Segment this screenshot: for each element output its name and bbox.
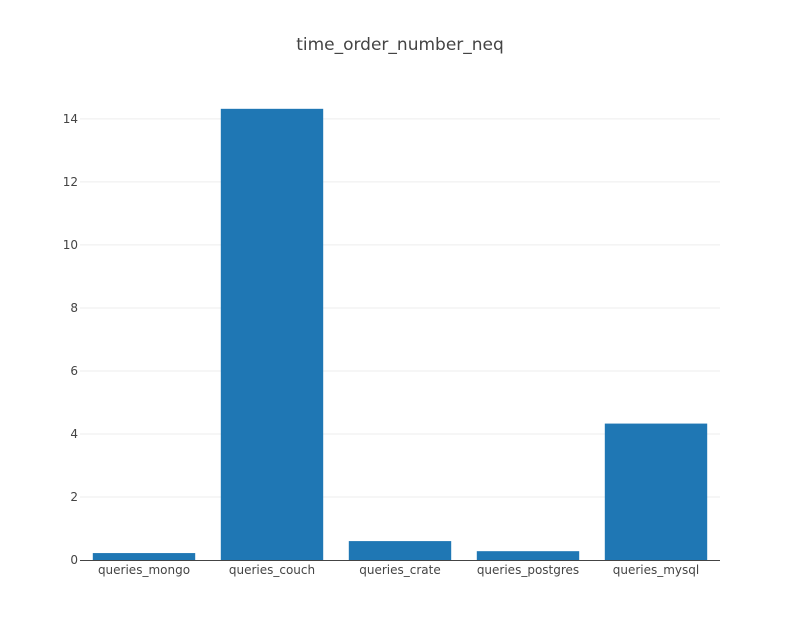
gridlines: [80, 118, 720, 498]
bar-queries_couch[interactable]: [220, 108, 324, 561]
x-axis-ticks: queries_mongo queries_couch queries_crate q…: [98, 563, 699, 577]
y-tick-label: 10: [63, 238, 78, 252]
y-tick-label: 12: [63, 175, 78, 189]
bar-queries_postgres[interactable]: [476, 551, 580, 560]
x-tick-label: queries_crate: [359, 563, 440, 577]
bar-queries_mysql[interactable]: [604, 423, 708, 560]
bar-queries_crate[interactable]: [348, 541, 452, 560]
bar-queries_mongo[interactable]: [92, 553, 196, 560]
y-tick-label: 14: [63, 112, 78, 126]
chart-title: time_order_number_neq: [296, 35, 504, 55]
y-tick-label: 0: [70, 553, 78, 567]
y-axis-ticks: 0 2 4 6 8 10 12 14: [63, 112, 78, 567]
x-tick-label: queries_postgres: [477, 563, 579, 577]
y-tick-label: 8: [70, 301, 78, 315]
x-tick-label: queries_mysql: [613, 563, 700, 577]
y-tick-label: 4: [70, 427, 78, 441]
y-tick-label: 2: [70, 490, 78, 504]
y-tick-label: 6: [70, 364, 78, 378]
x-tick-label: queries_mongo: [98, 563, 190, 577]
bars: [92, 108, 708, 561]
x-tick-label: queries_couch: [229, 563, 315, 577]
